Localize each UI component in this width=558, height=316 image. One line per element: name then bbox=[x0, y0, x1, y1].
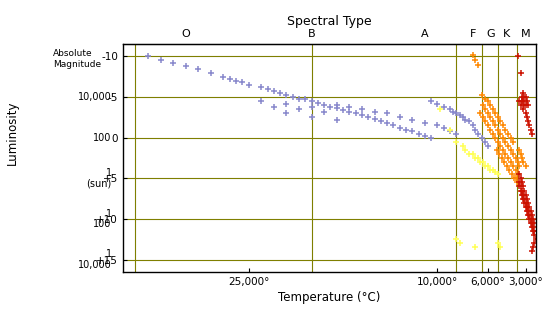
Text: Absolute
Magnitude: Absolute Magnitude bbox=[53, 49, 101, 69]
Text: 1
100: 1 100 bbox=[93, 209, 112, 229]
Text: 1
(sun): 1 (sun) bbox=[86, 168, 112, 189]
Text: Luminosity: Luminosity bbox=[6, 100, 18, 165]
X-axis label: Spectral Type: Spectral Type bbox=[287, 15, 372, 28]
Text: 1
10,000: 1 10,000 bbox=[78, 249, 112, 270]
Text: 10,000: 10,000 bbox=[78, 92, 112, 102]
Text: 100: 100 bbox=[93, 133, 112, 143]
X-axis label: Temperature (°C): Temperature (°C) bbox=[278, 291, 381, 304]
